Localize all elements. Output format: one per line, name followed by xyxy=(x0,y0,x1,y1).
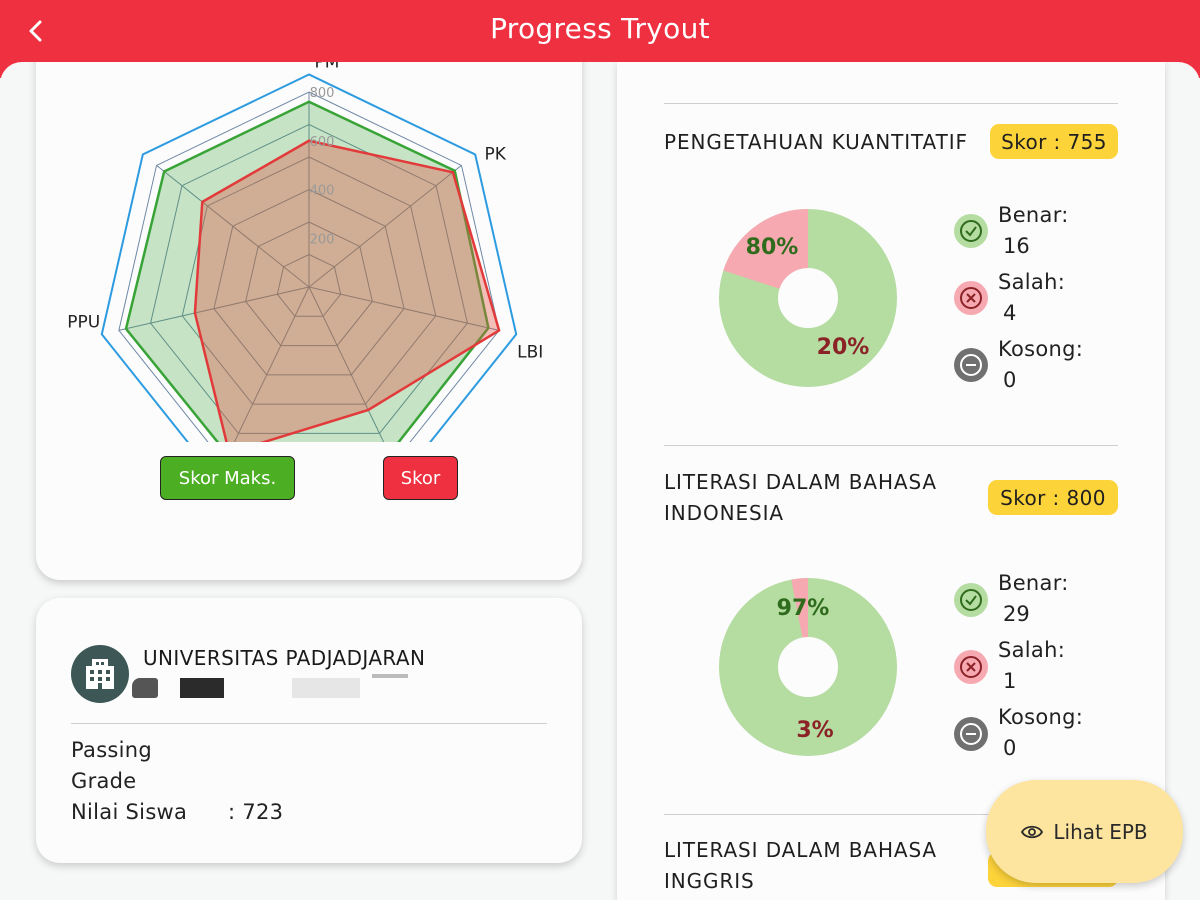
radar-grid-ring xyxy=(150,123,468,434)
university-avatar xyxy=(71,645,129,703)
wrong-percent-label: 20% xyxy=(817,335,870,360)
view-epb-button[interactable]: Lihat EPB xyxy=(986,780,1183,883)
section-divider xyxy=(664,103,1118,104)
section-divider xyxy=(664,445,1118,446)
passing-grade-label: Passing xyxy=(71,738,153,762)
back-button[interactable] xyxy=(22,14,50,48)
wrong-label: Salah: xyxy=(998,270,1066,294)
legend-score-button[interactable]: Skor xyxy=(383,456,458,500)
radar-axis-line xyxy=(233,286,310,442)
wrong-label: Salah: xyxy=(998,638,1066,662)
view-epb-label: Lihat EPB xyxy=(1053,819,1148,844)
radar-axis-label: LBI xyxy=(517,342,543,362)
minus-circle-icon xyxy=(954,348,988,382)
cross-circle-icon xyxy=(954,650,988,684)
radar-axis-label: PPU xyxy=(67,312,100,332)
radar-grid-ring xyxy=(118,91,500,442)
radar-chart: 200400600800PMPKLBILBINGPBMPPU xyxy=(67,62,543,442)
correct-percent-label: 97% xyxy=(777,596,830,621)
radar-outline xyxy=(100,73,518,442)
radar-tick-label: 200 xyxy=(310,232,335,247)
radar-axis-label: PM xyxy=(315,62,340,72)
radar-grid-ring xyxy=(181,156,437,405)
answer-donut-chart: 97% 3% xyxy=(719,578,897,756)
check-circle-icon xyxy=(954,583,988,617)
student-score-value: : 723 xyxy=(228,800,284,824)
section-title: LITERASI DALAM BAHASA INGGRIS xyxy=(664,838,938,893)
radar-axis-label: PK xyxy=(484,144,506,164)
radar-axis-line xyxy=(308,165,462,288)
correct-count: 29 xyxy=(1003,602,1030,626)
radar-axis-line xyxy=(118,286,310,331)
university-card: UNIVERSITAS PADJADJARAN Passing Grade Ni… xyxy=(36,598,582,863)
radar-tick-label: 800 xyxy=(310,86,335,101)
eye-icon xyxy=(1021,825,1044,838)
radar-grid-ring xyxy=(245,221,373,347)
legend-max-score-button[interactable]: Skor Maks. xyxy=(160,456,295,500)
grade-label: Grade xyxy=(71,769,137,793)
radar-axis-line xyxy=(308,286,500,331)
wrong-count: 1 xyxy=(1003,669,1017,693)
subtest-results-panel: PENGETAHUAN KUANTITATIF Skor : 755 80% 2… xyxy=(617,62,1165,900)
score-badge: Skor : 800 xyxy=(988,480,1118,515)
section-title: LITERASI DALAM BAHASA INDONESIA xyxy=(664,470,938,525)
university-name: UNIVERSITAS PADJADJARAN xyxy=(143,646,426,670)
radar-axis-line xyxy=(156,165,310,288)
minus-circle-icon xyxy=(954,717,988,751)
radar-chart-card: 200400600800PMPKLBILBINGPBMPPU Skor Maks… xyxy=(36,62,582,580)
content-area: 200400600800PMPKLBILBINGPBMPPU Skor Maks… xyxy=(0,62,1200,900)
empty-count: 0 xyxy=(1003,368,1017,392)
answer-donut-chart: 80% 20% xyxy=(719,209,897,387)
empty-label: Kosong: xyxy=(998,705,1084,729)
donut-wrong-segment xyxy=(719,578,897,756)
radar-grid-ring xyxy=(213,188,405,376)
section-title: PENGETAHUAN KUANTITATIF xyxy=(664,130,968,154)
check-circle-icon xyxy=(954,214,988,248)
empty-count: 0 xyxy=(1003,736,1017,760)
wrong-percent-label: 3% xyxy=(796,718,833,743)
cross-circle-icon xyxy=(954,281,988,315)
correct-count: 16 xyxy=(1003,234,1030,258)
radar-grid-ring xyxy=(276,253,342,317)
page-title: Progress Tryout xyxy=(490,12,710,45)
score-badge: Skor : 755 xyxy=(990,124,1118,159)
radar-series-score xyxy=(193,139,501,442)
building-icon xyxy=(86,659,114,689)
correct-label: Benar: xyxy=(998,203,1069,227)
correct-percent-label: 80% xyxy=(746,235,799,260)
wrong-count: 4 xyxy=(1003,301,1017,325)
student-score-label: Nilai Siswa xyxy=(71,800,188,824)
radar-tick-label: 600 xyxy=(310,135,335,150)
redacted-program-name xyxy=(132,674,432,700)
empty-label: Kosong: xyxy=(998,337,1084,361)
radar-tick-label: 400 xyxy=(310,184,335,199)
section-divider xyxy=(664,814,1118,815)
chevron-left-icon xyxy=(29,20,42,42)
card-divider xyxy=(71,723,547,724)
radar-axis-line xyxy=(308,286,385,442)
correct-label: Benar: xyxy=(998,571,1069,595)
